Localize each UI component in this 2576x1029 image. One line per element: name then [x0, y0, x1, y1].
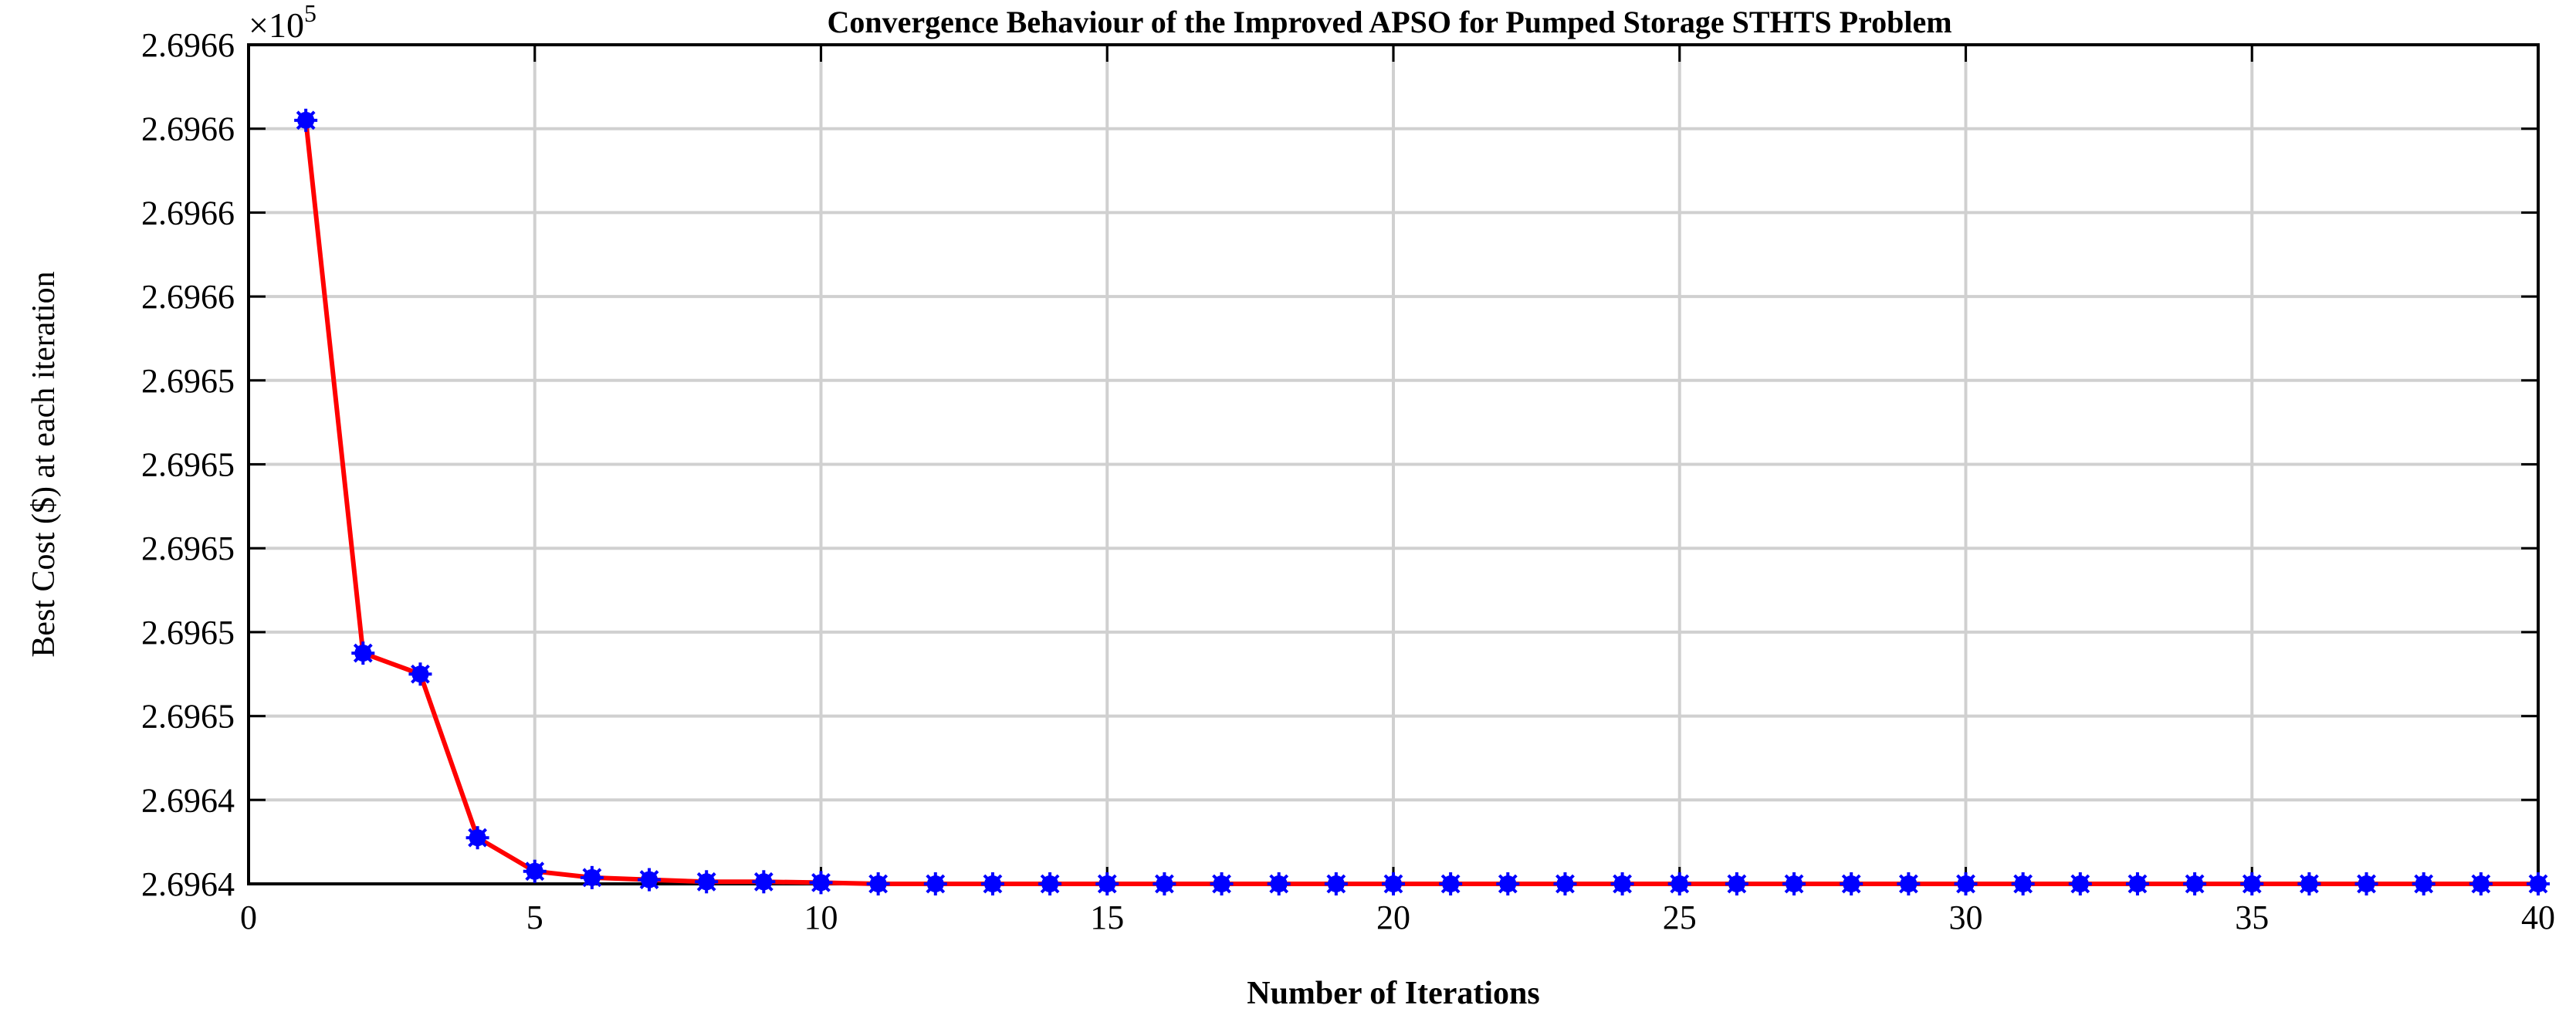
data-point-marker: [408, 662, 432, 686]
x-tick-label: 0: [240, 899, 257, 936]
data-point-marker: [2527, 872, 2550, 895]
data-point-marker: [752, 870, 776, 894]
data-point-marker: [1553, 872, 1577, 895]
x-tick-label: 30: [1949, 899, 1983, 936]
x-tick-label: 20: [1376, 899, 1410, 936]
data-point-marker: [523, 859, 547, 883]
y-multiplier-base: ×10: [249, 5, 304, 45]
y-tick-label: 2.6964: [141, 865, 235, 903]
data-point-marker: [1954, 872, 1978, 895]
data-point-marker: [1153, 872, 1176, 895]
data-point-marker: [1840, 872, 1863, 895]
data-point-marker: [2412, 872, 2436, 895]
x-tick-label: 25: [1663, 899, 1697, 936]
data-point-marker: [1267, 872, 1291, 895]
series-line: [303, 120, 2538, 886]
data-point-marker: [2125, 872, 2149, 895]
data-point-marker: [866, 872, 890, 895]
grid-layer: [249, 45, 2538, 884]
data-point-marker: [1382, 872, 1405, 895]
data-point-marker: [1897, 872, 1921, 895]
data-point-marker: [351, 641, 375, 665]
y-axis-multiplier: ×105: [249, 0, 316, 45]
x-axis-label: Number of Iterations: [1247, 976, 1540, 1011]
data-point-marker: [1210, 872, 1234, 895]
y-tick-label: 2.6965: [141, 446, 235, 484]
data-point-marker: [580, 865, 604, 889]
data-point-marker: [2068, 872, 2092, 895]
x-tick-label: 35: [2235, 899, 2269, 936]
y-tick-label: 2.6966: [141, 194, 235, 232]
x-tick-label: 5: [526, 899, 543, 936]
data-point-marker: [1439, 872, 1463, 895]
data-point-marker: [1667, 872, 1691, 895]
data-point-marker: [2297, 872, 2321, 895]
data-point-marker: [1496, 872, 1520, 895]
data-point-marker: [1095, 872, 1119, 895]
data-point-marker: [465, 826, 489, 850]
x-tick-label: 40: [2521, 899, 2555, 936]
data-point-marker: [1610, 872, 1634, 895]
y-tick-label: 2.6965: [141, 362, 235, 400]
data-point-marker: [2240, 872, 2264, 895]
y-tick-label: 2.6965: [141, 614, 235, 652]
data-point-marker: [2011, 872, 2035, 895]
data-point-marker: [1038, 872, 1062, 895]
data-point-marker: [923, 872, 947, 895]
x-tick-label: 10: [804, 899, 838, 936]
y-tick-label: 2.6964: [141, 781, 235, 819]
data-point-marker: [2183, 872, 2207, 895]
data-point-marker: [2354, 872, 2378, 895]
data-point-marker: [1782, 872, 1806, 895]
data-point-marker: [638, 868, 662, 892]
x-tick-label: 15: [1090, 899, 1124, 936]
chart-title: Convergence Behaviour of the Improved AP…: [827, 5, 1951, 39]
y-tick-label: 2.6966: [141, 110, 235, 148]
data-point-marker: [1324, 872, 1348, 895]
y-tick-label: 2.6966: [141, 278, 235, 316]
data-point-marker: [2469, 872, 2493, 895]
y-tick-label: 2.6965: [141, 698, 235, 736]
data-point-marker: [294, 108, 318, 132]
y-tick-label: 2.6966: [141, 26, 235, 64]
data-point-marker: [980, 872, 1004, 895]
data-point-marker: [695, 870, 719, 894]
series-layer: [294, 108, 2550, 895]
ticks-layer: 0 5 10 15 20 25 30 35 40 2.6964 2.6964 2.6965 2.6965…: [141, 26, 2555, 936]
y-axis-label: Best Cost ($) at each iteration: [26, 271, 62, 657]
data-point-marker: [809, 871, 833, 895]
y-tick-label: 2.6965: [141, 530, 235, 567]
y-multiplier-exponent: 5: [304, 0, 316, 27]
data-point-marker: [1725, 872, 1748, 895]
